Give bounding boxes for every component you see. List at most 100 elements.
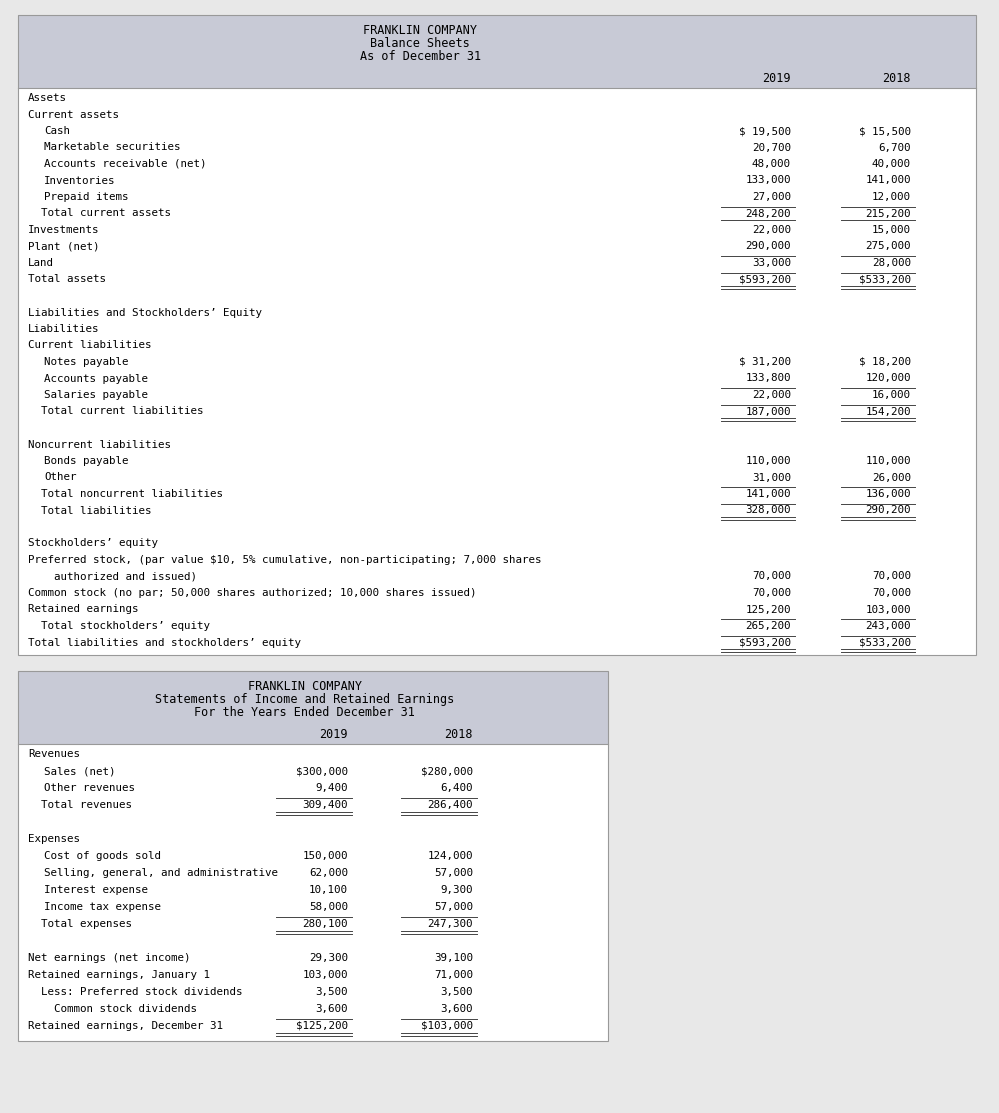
Text: Current liabilities: Current liabilities [28, 341, 152, 351]
Text: 275,000: 275,000 [865, 242, 911, 252]
Text: Income tax expense: Income tax expense [44, 902, 161, 912]
Text: Interest expense: Interest expense [44, 885, 148, 895]
Text: 154,200: 154,200 [865, 406, 911, 416]
Text: 110,000: 110,000 [865, 456, 911, 466]
Text: 141,000: 141,000 [865, 176, 911, 186]
Text: 70,000: 70,000 [872, 571, 911, 581]
Text: 39,100: 39,100 [434, 953, 473, 963]
Text: FRANKLIN COMPANY: FRANKLIN COMPANY [364, 24, 478, 37]
Text: 57,000: 57,000 [434, 902, 473, 912]
Text: Assets: Assets [28, 93, 67, 104]
Text: $ 15,500: $ 15,500 [859, 126, 911, 136]
Text: 120,000: 120,000 [865, 374, 911, 384]
Text: 71,000: 71,000 [434, 971, 473, 981]
Text: Stockholders’ equity: Stockholders’ equity [28, 539, 158, 549]
Text: 124,000: 124,000 [428, 851, 473, 861]
Text: Total expenses: Total expenses [28, 919, 132, 929]
Text: 22,000: 22,000 [752, 225, 791, 235]
Text: $125,200: $125,200 [296, 1021, 348, 1031]
Text: Other: Other [44, 473, 77, 483]
Text: Noncurrent liabilities: Noncurrent liabilities [28, 440, 171, 450]
Text: Statements of Income and Retained Earnings: Statements of Income and Retained Earnin… [155, 693, 455, 706]
Text: 48,000: 48,000 [752, 159, 791, 169]
Text: authorized and issued): authorized and issued) [28, 571, 197, 581]
FancyBboxPatch shape [18, 726, 608, 743]
Text: $533,200: $533,200 [859, 638, 911, 648]
FancyBboxPatch shape [18, 70, 976, 88]
Text: FRANKLIN COMPANY: FRANKLIN COMPANY [248, 680, 362, 693]
Text: 125,200: 125,200 [745, 604, 791, 614]
Text: Liabilities: Liabilities [28, 324, 100, 334]
Text: 3,600: 3,600 [316, 1004, 348, 1014]
Text: 280,100: 280,100 [303, 919, 348, 929]
Text: Total current liabilities: Total current liabilities [28, 406, 204, 416]
Text: 141,000: 141,000 [745, 489, 791, 499]
Text: Balance Sheets: Balance Sheets [371, 37, 471, 50]
Text: Sales (net): Sales (net) [44, 766, 116, 776]
Text: Retained earnings, December 31: Retained earnings, December 31 [28, 1021, 223, 1031]
Text: Selling, general, and administrative: Selling, general, and administrative [44, 868, 278, 878]
Text: 70,000: 70,000 [752, 571, 791, 581]
Text: 103,000: 103,000 [865, 604, 911, 614]
Text: 243,000: 243,000 [865, 621, 911, 631]
Text: 6,400: 6,400 [441, 784, 473, 792]
Text: Total revenues: Total revenues [28, 800, 132, 810]
Text: 133,000: 133,000 [745, 176, 791, 186]
Text: 29,300: 29,300 [309, 953, 348, 963]
Text: Common stock (no par; 50,000 shares authorized; 10,000 shares issued): Common stock (no par; 50,000 shares auth… [28, 588, 477, 598]
Text: 62,000: 62,000 [309, 868, 348, 878]
Text: 28,000: 28,000 [872, 258, 911, 268]
Text: Revenues: Revenues [28, 749, 80, 759]
Text: 9,300: 9,300 [441, 885, 473, 895]
Text: Bonds payable: Bonds payable [44, 456, 129, 466]
Text: 57,000: 57,000 [434, 868, 473, 878]
Text: 248,200: 248,200 [745, 208, 791, 218]
Text: Marketable securities: Marketable securities [44, 142, 181, 152]
Text: Retained earnings: Retained earnings [28, 604, 139, 614]
Text: $300,000: $300,000 [296, 766, 348, 776]
Text: Cash: Cash [44, 126, 70, 136]
Text: Accounts payable: Accounts payable [44, 374, 148, 384]
Text: Less: Preferred stock dividends: Less: Preferred stock dividends [28, 987, 243, 997]
Text: $280,000: $280,000 [421, 766, 473, 776]
Text: 2018: 2018 [882, 72, 911, 85]
Text: Total stockholders’ equity: Total stockholders’ equity [28, 621, 210, 631]
FancyBboxPatch shape [18, 743, 608, 1041]
Text: Net earnings (net income): Net earnings (net income) [28, 953, 191, 963]
Text: 136,000: 136,000 [865, 489, 911, 499]
Text: Cost of goods sold: Cost of goods sold [44, 851, 161, 861]
Text: Total liabilities and stockholders’ equity: Total liabilities and stockholders’ equi… [28, 638, 301, 648]
Text: 33,000: 33,000 [752, 258, 791, 268]
Text: Inventories: Inventories [44, 176, 116, 186]
Text: Expenses: Expenses [28, 834, 80, 844]
Text: Other revenues: Other revenues [44, 784, 135, 792]
Text: 26,000: 26,000 [872, 473, 911, 483]
Text: 103,000: 103,000 [303, 971, 348, 981]
Text: 27,000: 27,000 [752, 193, 791, 201]
Text: 40,000: 40,000 [872, 159, 911, 169]
Text: 309,400: 309,400 [303, 800, 348, 810]
Text: 3,500: 3,500 [441, 987, 473, 997]
Text: 3,600: 3,600 [441, 1004, 473, 1014]
Text: 10,100: 10,100 [309, 885, 348, 895]
Text: 9,400: 9,400 [316, 784, 348, 792]
Text: Notes payable: Notes payable [44, 357, 129, 367]
Text: 110,000: 110,000 [745, 456, 791, 466]
Text: 12,000: 12,000 [872, 193, 911, 201]
Text: Total noncurrent liabilities: Total noncurrent liabilities [28, 489, 223, 499]
Text: 3,500: 3,500 [316, 987, 348, 997]
Text: $533,200: $533,200 [859, 275, 911, 285]
Text: For the Years Ended December 31: For the Years Ended December 31 [194, 706, 415, 719]
Text: 70,000: 70,000 [872, 588, 911, 598]
Text: 70,000: 70,000 [752, 588, 791, 598]
Text: 187,000: 187,000 [745, 406, 791, 416]
Text: Total liabilities: Total liabilities [28, 505, 152, 515]
Text: 2019: 2019 [762, 72, 791, 85]
Text: 31,000: 31,000 [752, 473, 791, 483]
Text: Current assets: Current assets [28, 109, 119, 119]
Text: 22,000: 22,000 [752, 390, 791, 400]
Text: As of December 31: As of December 31 [360, 50, 481, 63]
FancyBboxPatch shape [18, 88, 976, 654]
Text: Prepaid items: Prepaid items [44, 193, 129, 201]
Text: 247,300: 247,300 [428, 919, 473, 929]
